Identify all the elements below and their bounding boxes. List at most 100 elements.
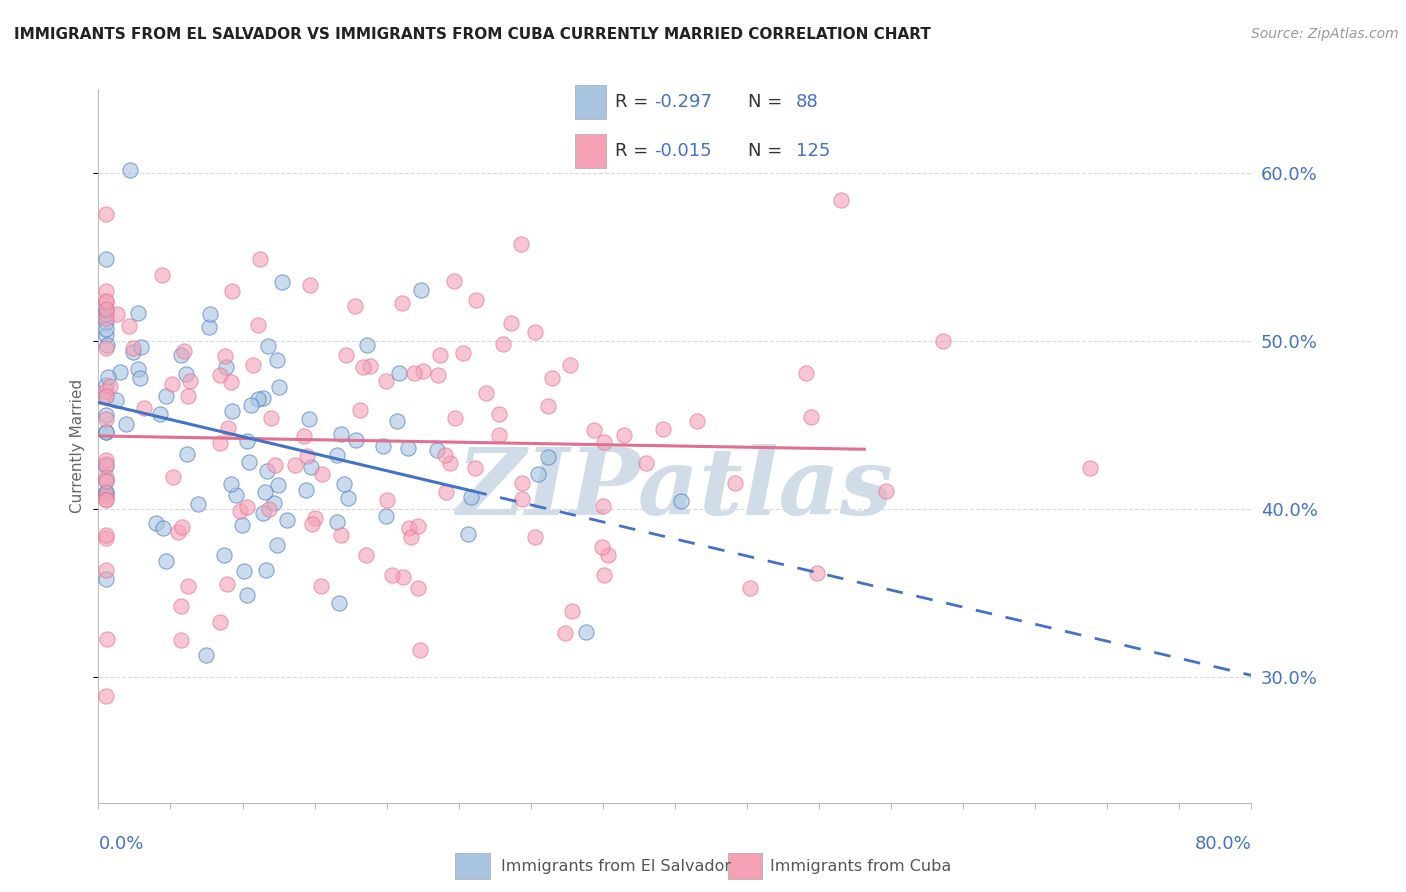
Point — [492, 336, 515, 351]
Point — [105, 307, 128, 321]
Point — [94, 486, 117, 500]
Point — [257, 339, 280, 353]
Point — [359, 359, 381, 373]
Point — [94, 307, 117, 321]
Point — [443, 274, 465, 288]
Point — [294, 483, 316, 498]
Point — [94, 528, 117, 542]
Point — [671, 493, 693, 508]
Text: ZIPatlas: ZIPatlas — [457, 444, 893, 533]
Point — [426, 442, 449, 457]
Point — [336, 491, 359, 505]
Point — [439, 456, 461, 470]
Point — [276, 513, 298, 527]
Point — [127, 306, 149, 320]
Point — [215, 360, 238, 375]
Point — [94, 489, 117, 503]
Point — [575, 624, 598, 639]
Text: R =: R = — [614, 93, 654, 111]
Text: Immigrants from El Salvador: Immigrants from El Salvador — [501, 859, 731, 873]
Text: N =: N = — [748, 142, 787, 161]
Text: N =: N = — [748, 93, 787, 111]
Point — [94, 206, 117, 220]
Point — [195, 648, 218, 662]
Point — [94, 310, 117, 325]
Point — [94, 301, 117, 316]
Point — [738, 581, 761, 595]
Y-axis label: Currently Married: Currently Married — [70, 379, 86, 513]
Point — [932, 334, 955, 349]
Point — [94, 295, 117, 310]
Point — [501, 317, 523, 331]
Text: R =: R = — [614, 142, 654, 161]
Point — [444, 411, 467, 425]
Point — [381, 568, 404, 582]
Point — [1078, 461, 1101, 475]
Point — [246, 392, 269, 406]
Point — [96, 632, 118, 646]
Point — [396, 441, 419, 455]
Point — [238, 455, 260, 469]
Point — [510, 476, 533, 491]
Point — [284, 458, 307, 473]
Point — [335, 348, 357, 362]
Point — [593, 434, 616, 449]
Point — [560, 605, 582, 619]
Point — [150, 268, 173, 283]
Point — [155, 554, 177, 568]
Point — [536, 399, 558, 413]
Point — [295, 449, 318, 463]
Point — [374, 374, 396, 388]
Point — [263, 496, 285, 510]
Text: IMMIGRANTS FROM EL SALVADOR VS IMMIGRANTS FROM CUBA CURRENTLY MARRIED CORRELATIO: IMMIGRANTS FROM EL SALVADOR VS IMMIGRANT… — [14, 27, 931, 42]
Point — [391, 295, 413, 310]
Point — [221, 284, 243, 298]
Point — [582, 423, 605, 437]
Point — [311, 467, 333, 482]
Point — [94, 377, 117, 392]
FancyBboxPatch shape — [456, 853, 491, 880]
Point — [253, 484, 276, 499]
Point — [434, 448, 457, 462]
Point — [326, 448, 349, 462]
Point — [198, 307, 221, 321]
Point — [252, 507, 274, 521]
Point — [266, 538, 288, 552]
Point — [652, 422, 675, 436]
Point — [128, 371, 150, 385]
Point — [174, 368, 197, 382]
Point — [94, 294, 117, 309]
Point — [229, 504, 252, 518]
Point — [225, 488, 247, 502]
Point — [94, 425, 117, 439]
Point — [94, 315, 117, 329]
Text: 0.0%: 0.0% — [98, 835, 143, 853]
Point — [330, 427, 353, 442]
Point — [212, 549, 235, 563]
Point — [96, 337, 118, 351]
Point — [524, 530, 547, 544]
Point — [94, 475, 117, 489]
Point — [94, 457, 117, 471]
Point — [298, 277, 321, 292]
Point — [152, 521, 174, 535]
Point — [232, 564, 254, 578]
Point — [399, 531, 422, 545]
Point — [256, 464, 278, 478]
Text: -0.015: -0.015 — [654, 142, 711, 161]
Point — [398, 521, 420, 535]
Point — [411, 283, 433, 297]
Point — [510, 491, 533, 506]
Point — [94, 572, 117, 586]
Point — [94, 470, 117, 484]
Point — [242, 358, 264, 372]
Point — [94, 284, 117, 298]
Point — [457, 527, 479, 541]
Point — [94, 689, 117, 703]
Point — [427, 368, 450, 383]
Point — [129, 340, 152, 354]
FancyBboxPatch shape — [728, 853, 762, 880]
Point — [333, 477, 356, 491]
Point — [170, 632, 193, 647]
Point — [806, 566, 828, 581]
